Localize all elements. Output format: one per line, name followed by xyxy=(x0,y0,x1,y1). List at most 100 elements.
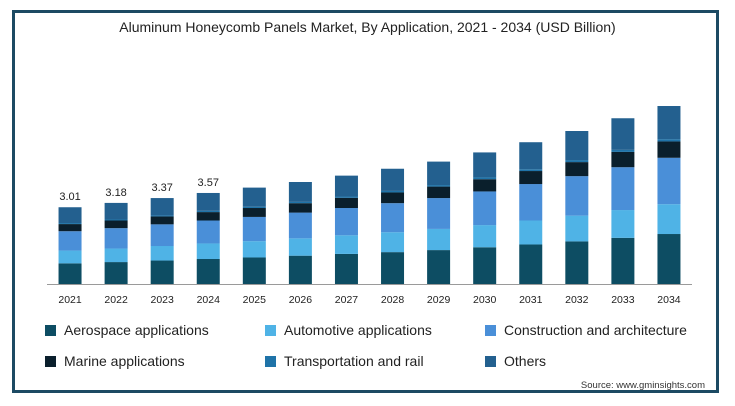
bar-segment-2034-series-0 xyxy=(657,234,681,284)
x-tick-label-2030: 2030 xyxy=(473,294,497,306)
legend-swatch xyxy=(265,355,276,367)
bar-segment-2024-series-0 xyxy=(196,259,220,284)
bar-segment-2028-series-0 xyxy=(381,252,405,285)
legend-swatch xyxy=(265,324,276,336)
bar-segment-2032-series-2 xyxy=(565,176,589,216)
bar-segment-2032-series-4 xyxy=(565,160,589,163)
x-tick-label-2024: 2024 xyxy=(197,294,221,306)
bar-segment-2026-series-3 xyxy=(288,203,312,213)
legend-label: Construction and architecture xyxy=(504,322,687,338)
x-tick-label-2034: 2034 xyxy=(657,294,681,306)
bar-segment-2026-series-0 xyxy=(288,255,312,284)
bar-segment-2027-series-4 xyxy=(334,196,358,198)
bar-segment-2028-series-1 xyxy=(381,232,405,253)
bar-segment-2024-series-4 xyxy=(196,210,220,213)
bar-segment-2031-series-5 xyxy=(519,142,543,170)
bar-segment-2027-series-3 xyxy=(334,197,358,209)
bar-segment-2030-series-1 xyxy=(473,225,497,248)
legend-item-others: Others xyxy=(485,353,546,369)
legend-swatch xyxy=(485,324,496,336)
bar-segment-2023-series-2 xyxy=(150,224,174,247)
bar-segment-2022-series-3 xyxy=(104,220,128,229)
chart-title: Aluminum Honeycomb Panels Market, By App… xyxy=(119,19,616,35)
bar-segment-2027-series-0 xyxy=(334,253,358,284)
x-tick-label-2026: 2026 xyxy=(289,294,313,306)
legend-swatch xyxy=(45,324,56,336)
bar-segment-2023-series-5 xyxy=(150,198,174,216)
x-tick-label-2029: 2029 xyxy=(427,294,451,306)
bar-segment-2033-series-1 xyxy=(611,210,635,238)
bar-segment-2030-series-5 xyxy=(473,152,497,178)
bar-segment-2032-series-3 xyxy=(565,162,589,177)
bar-segment-2033-series-3 xyxy=(611,151,635,168)
x-tick-label-2032: 2032 xyxy=(565,294,589,306)
bar-segment-2027-series-1 xyxy=(334,235,358,254)
x-tick-label-2022: 2022 xyxy=(104,294,128,306)
total-label-2023: 3.37 xyxy=(151,182,172,194)
legend-item-marine: Marine applications xyxy=(45,353,185,369)
bar-segment-2026-series-5 xyxy=(288,182,312,202)
bar-segment-2028-series-2 xyxy=(381,203,405,233)
bar-segment-2033-series-2 xyxy=(611,167,635,211)
bar-segment-2030-series-0 xyxy=(473,247,497,284)
source-note: Source: www.gminsights.com xyxy=(580,380,705,391)
bar-segment-2022-series-2 xyxy=(104,228,128,249)
x-tick-label-2023: 2023 xyxy=(151,294,175,306)
legend-item-transportation: Transportation and rail xyxy=(265,353,424,369)
bar-segment-2026-series-4 xyxy=(288,201,312,204)
bar-segment-2034-series-1 xyxy=(657,204,681,235)
bar-segment-2029-series-5 xyxy=(427,161,451,186)
bar-segment-2022-series-0 xyxy=(104,262,128,284)
bar-segment-2021-series-1 xyxy=(58,250,82,264)
bar-segment-2034-series-5 xyxy=(657,106,681,140)
bar-segment-2023-series-0 xyxy=(150,260,174,284)
bar-segment-2026-series-1 xyxy=(288,238,312,256)
legend-item-automotive: Automotive applications xyxy=(265,322,432,338)
legend-label: Aerospace applications xyxy=(64,322,209,338)
bar-segment-2029-series-3 xyxy=(427,186,451,199)
bar-segment-2021-series-3 xyxy=(58,224,82,232)
bar-segment-2027-series-5 xyxy=(334,175,358,197)
bar-segment-2034-series-2 xyxy=(657,157,681,205)
x-tick-label-2021: 2021 xyxy=(58,294,82,306)
total-label-2021: 3.01 xyxy=(59,191,80,203)
bar-segment-2029-series-1 xyxy=(427,228,451,251)
legend-swatch xyxy=(45,355,56,367)
bar-segment-2025-series-3 xyxy=(242,208,266,217)
bar-segment-2028-series-4 xyxy=(381,190,405,193)
legend-item-aerospace: Aerospace applications xyxy=(45,322,209,338)
bar-segment-2031-series-4 xyxy=(519,169,543,172)
bar-segment-2032-series-0 xyxy=(565,241,589,284)
bar-segment-2030-series-3 xyxy=(473,179,497,192)
bar-segment-2024-series-3 xyxy=(196,212,220,221)
bar-segment-2026-series-2 xyxy=(288,212,312,239)
bar-segment-2029-series-4 xyxy=(427,185,451,187)
bar-segment-2025-series-2 xyxy=(242,216,266,242)
bar-segment-2028-series-5 xyxy=(381,168,405,191)
bar-segment-2025-series-4 xyxy=(242,206,266,209)
chart-frame xyxy=(12,10,719,393)
bar-segment-2024-series-2 xyxy=(196,220,220,244)
bar-segment-2031-series-0 xyxy=(519,244,543,284)
bar-segment-2033-series-4 xyxy=(611,149,635,152)
bar-segment-2030-series-2 xyxy=(473,191,497,226)
x-tick-label-2028: 2028 xyxy=(381,294,405,306)
x-tick-label-2033: 2033 xyxy=(611,294,635,306)
bar-segment-2022-series-5 xyxy=(104,202,128,220)
bar-segment-2023-series-4 xyxy=(150,215,174,217)
x-tick-label-2031: 2031 xyxy=(519,294,543,306)
legend-label: Transportation and rail xyxy=(284,353,424,369)
bar-segment-2021-series-5 xyxy=(58,207,82,224)
bar-segment-2032-series-1 xyxy=(565,215,589,242)
legend-swatch xyxy=(485,355,496,367)
bar-segment-2025-series-5 xyxy=(242,187,266,207)
total-label-2024: 3.57 xyxy=(198,177,219,189)
bar-segment-2033-series-0 xyxy=(611,237,635,284)
bar-segment-2022-series-1 xyxy=(104,248,128,263)
bar-segment-2030-series-4 xyxy=(473,177,497,180)
legend-label: Others xyxy=(504,353,547,369)
bar-segment-2025-series-1 xyxy=(242,241,266,258)
bar-segment-2031-series-1 xyxy=(519,220,543,245)
bar-segment-2034-series-3 xyxy=(657,141,681,158)
